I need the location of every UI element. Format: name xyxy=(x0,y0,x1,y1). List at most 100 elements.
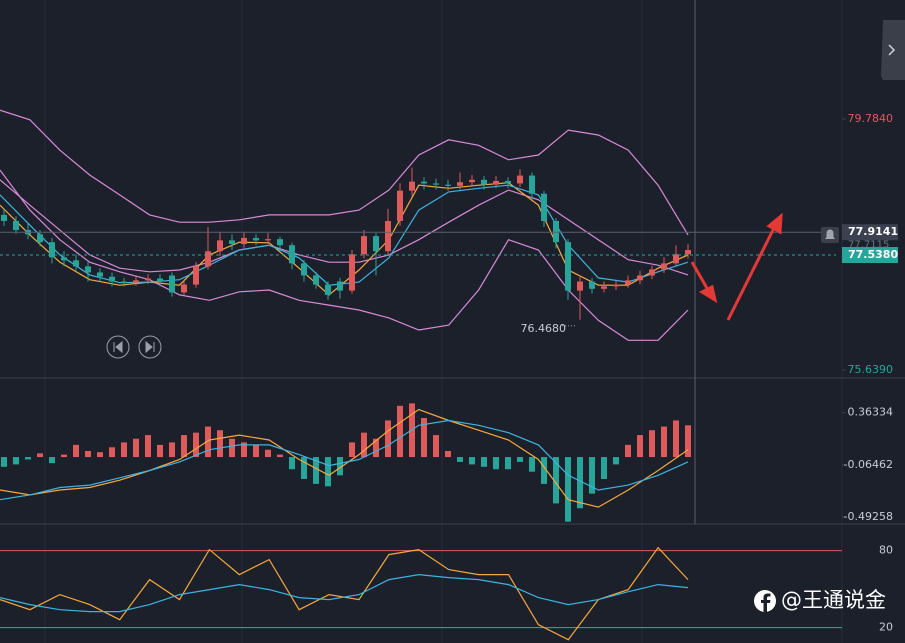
macd-bar xyxy=(481,457,487,467)
candle-body xyxy=(661,263,667,270)
macd-bar xyxy=(553,457,559,504)
macd-bar xyxy=(301,457,307,480)
macd-bar xyxy=(421,418,427,458)
low-label: 76.4680 xyxy=(521,322,567,335)
candle-body xyxy=(601,286,607,289)
candle-body xyxy=(505,181,511,184)
candle-body xyxy=(649,269,655,276)
macd-bar xyxy=(109,447,115,458)
macd-bar xyxy=(145,435,151,458)
macd-bar xyxy=(625,444,631,458)
macd-bar xyxy=(469,457,475,465)
macd-bar xyxy=(397,405,403,458)
candle-body xyxy=(325,284,331,295)
macd-bar xyxy=(541,457,547,484)
watermark: @王通说金 xyxy=(781,588,886,612)
candle-body xyxy=(589,281,595,289)
next-icon xyxy=(145,340,155,354)
candle-body xyxy=(373,236,379,252)
candle-body xyxy=(133,280,139,283)
candle-body xyxy=(253,237,259,241)
candle-body xyxy=(553,220,559,243)
candle-body xyxy=(637,275,643,281)
macd-bar xyxy=(289,457,295,470)
up-arrow-head xyxy=(766,212,783,235)
price-label: 77.5380 xyxy=(848,248,898,261)
macd-bar xyxy=(85,450,91,458)
arrows xyxy=(690,212,783,321)
macd-bar xyxy=(49,457,55,464)
indicator-line xyxy=(0,408,689,508)
macd-bar xyxy=(253,444,259,458)
candle-body xyxy=(445,184,451,186)
macd-bar xyxy=(517,457,523,462)
candle-body xyxy=(301,263,307,276)
macd-bar xyxy=(205,426,211,458)
macd-bar xyxy=(157,444,163,458)
macd-bar xyxy=(445,450,451,458)
down-arrow xyxy=(690,261,710,291)
candle-body xyxy=(421,181,427,184)
candle-body xyxy=(577,281,583,291)
macd-bar xyxy=(1,457,7,467)
macd-bar xyxy=(193,432,199,458)
candle-body xyxy=(565,242,571,291)
candle-body xyxy=(493,181,499,185)
macd-bar xyxy=(457,457,463,462)
candle-body xyxy=(145,278,151,281)
macd-bar xyxy=(73,444,79,458)
macd-bar xyxy=(241,442,247,458)
up-arrow xyxy=(726,227,776,321)
nav-buttons xyxy=(106,335,162,359)
watermark-group: @王通说金 xyxy=(754,588,886,612)
candle-body xyxy=(97,272,103,277)
candle-body xyxy=(673,254,679,264)
candle-body xyxy=(121,281,127,283)
macd-bar xyxy=(13,457,19,465)
indicator-line xyxy=(0,179,689,276)
candle-body xyxy=(613,284,619,287)
candle-body xyxy=(265,239,271,241)
macd-bar xyxy=(601,457,607,480)
indicator-line xyxy=(0,182,689,296)
candle-body xyxy=(469,179,475,183)
candle-body xyxy=(517,175,523,184)
candle-body xyxy=(481,179,487,185)
macd-bar xyxy=(685,425,691,458)
candle-body xyxy=(73,260,79,267)
fb-glyph xyxy=(761,593,771,612)
prev-icon xyxy=(113,340,123,354)
macd-bar xyxy=(37,453,43,458)
candle-body xyxy=(349,254,355,291)
candle-body xyxy=(169,275,175,293)
bell-icon xyxy=(825,229,835,239)
next-button[interactable] xyxy=(138,335,162,359)
macd-bar xyxy=(121,442,127,458)
down-arrow-head xyxy=(698,284,718,304)
macd-bar xyxy=(61,454,67,458)
candle-body xyxy=(217,240,223,252)
macd-bar xyxy=(337,457,343,476)
candle-body xyxy=(457,182,463,186)
candle-body xyxy=(193,266,199,285)
macd-bar xyxy=(565,457,571,522)
grid xyxy=(44,0,843,643)
candle-body xyxy=(433,183,439,185)
bell[interactable] xyxy=(821,227,839,243)
y-tick-label: 75.6390 xyxy=(848,363,894,376)
y-tick-label: -0.49258 xyxy=(844,510,893,523)
y-tick-label: 79.7840 xyxy=(848,112,894,125)
macd-bar xyxy=(589,457,595,494)
y-tick-label: 20 xyxy=(879,621,893,634)
macd-bar xyxy=(373,438,379,458)
price-label-box xyxy=(842,247,898,264)
prev-button[interactable] xyxy=(106,335,130,359)
macd-bar xyxy=(313,457,319,484)
candle-body xyxy=(241,237,247,244)
candle-body xyxy=(277,239,283,246)
price-label: 77.9141 xyxy=(848,225,898,238)
macd-bar xyxy=(673,420,679,458)
hidden-price-label: 77.7115 xyxy=(848,240,889,251)
